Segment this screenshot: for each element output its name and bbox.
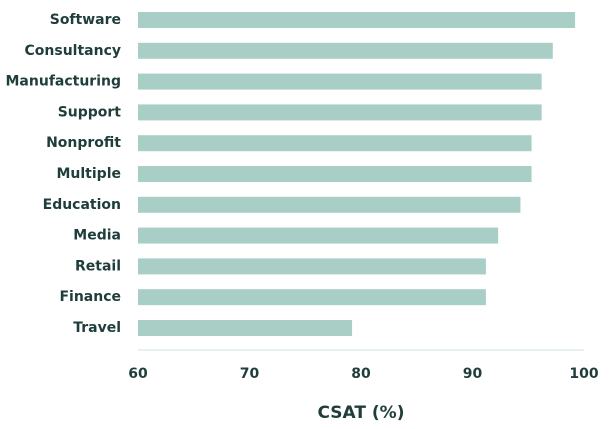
x-tick-label-60: 60 [128,366,148,382]
category-label-support: Support [58,104,122,120]
category-label-finance: Finance [59,289,121,305]
x-tick-label-90: 90 [463,366,483,382]
bar-consultancy [138,42,553,59]
category-label-consultancy: Consultancy [25,43,122,59]
bar-media [138,227,499,244]
bar-retail [138,258,486,275]
category-labels: Software Consultancy Manufacturing Support N… [6,12,122,336]
bar-multiple [138,166,532,182]
bar-education [138,196,521,213]
bar-manufacturing [138,73,542,90]
x-tick-label-80: 80 [351,366,371,382]
x-tick-labels: 60 70 80 90 100 [128,366,599,382]
bar-finance [138,289,486,306]
category-label-manufacturing: Manufacturing [6,74,122,90]
category-label-travel: Travel [73,320,121,336]
category-label-retail: Retail [75,258,121,274]
category-label-media: Media [73,228,121,244]
bars-group [138,12,576,336]
category-label-multiple: Multiple [56,166,121,182]
bar-travel [138,320,353,336]
x-tick-label-70: 70 [240,366,260,382]
category-label-nonprofit: Nonprofit [46,135,121,151]
x-tick-label-100: 100 [569,366,598,382]
category-label-education: Education [43,197,121,213]
bar-support [138,104,542,121]
bar-nonprofit [138,135,532,152]
bar-software [138,12,576,28]
x-axis-title: CSAT (%) [318,403,405,423]
category-label-software: Software [50,12,121,28]
